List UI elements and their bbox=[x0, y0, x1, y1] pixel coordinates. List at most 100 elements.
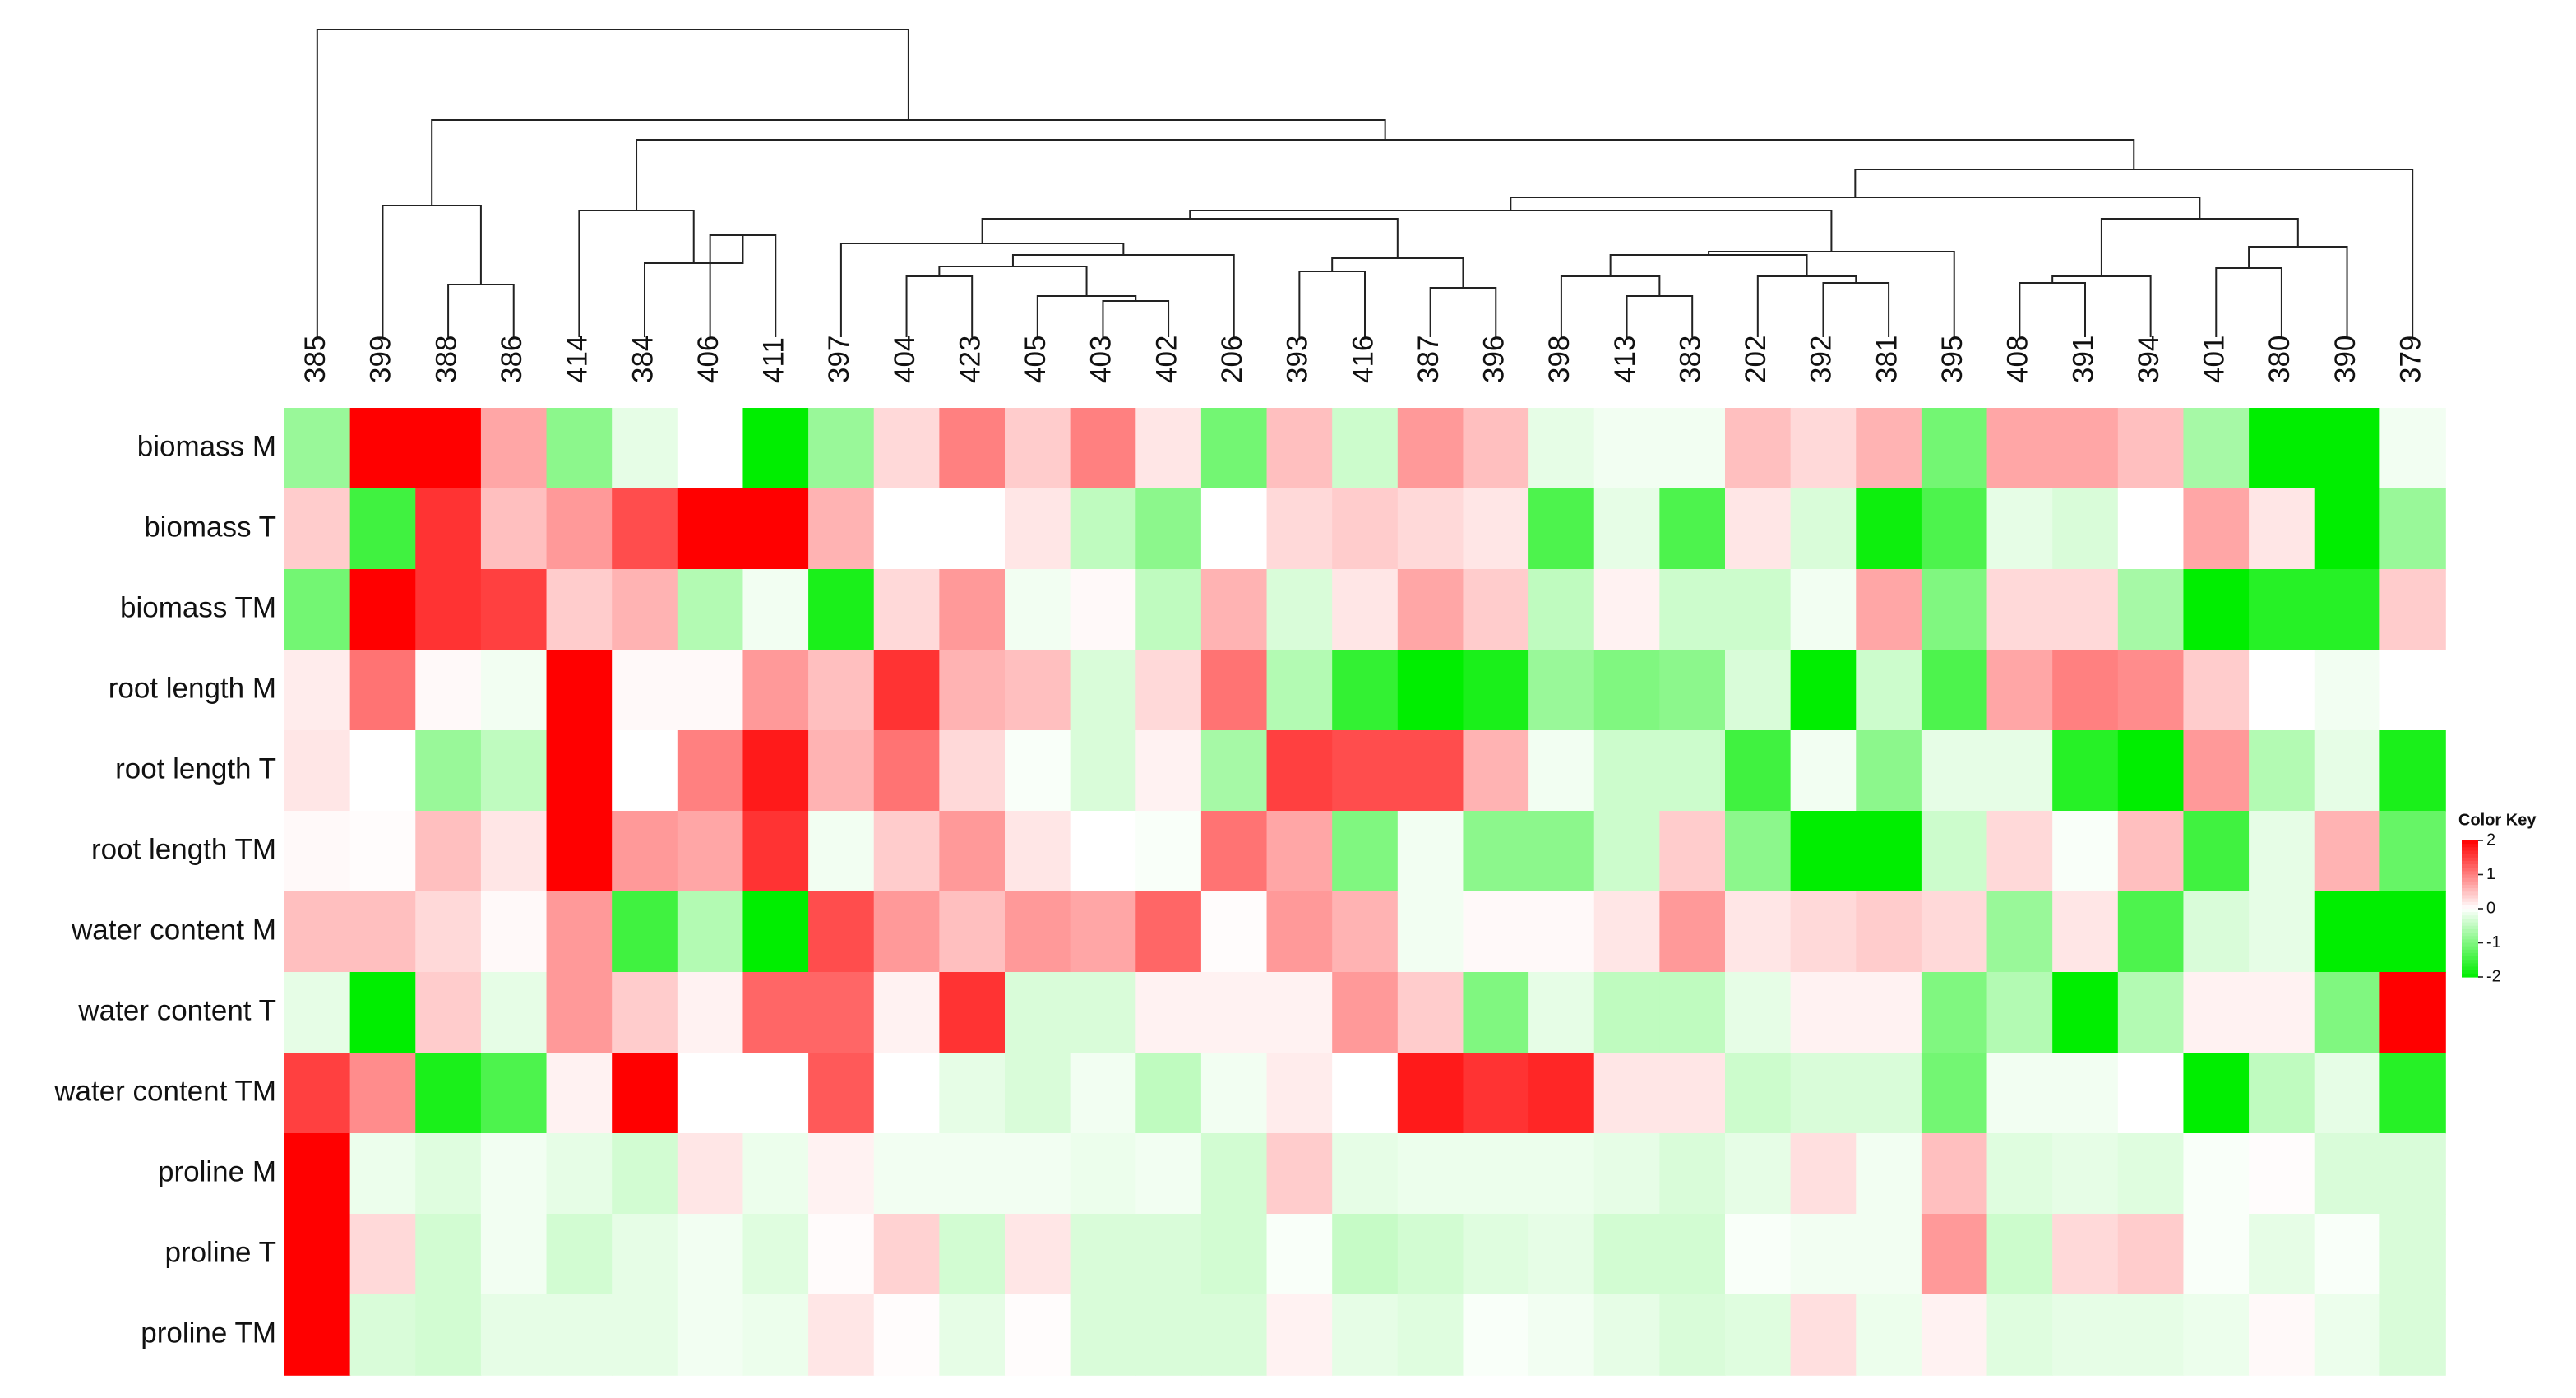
cell bbox=[1528, 408, 1595, 489]
cell bbox=[2052, 891, 2119, 973]
cell bbox=[1790, 811, 1857, 892]
cell bbox=[939, 1053, 1006, 1134]
cell bbox=[1135, 730, 1202, 812]
cell bbox=[2183, 1294, 2250, 1376]
cell bbox=[1921, 1294, 1988, 1376]
dendrogram-branch bbox=[1102, 300, 1170, 337]
labels: biomass M biomass T biomass TM root length … bbox=[53, 336, 2426, 1349]
cell bbox=[742, 1294, 809, 1376]
cell bbox=[415, 811, 482, 892]
cell bbox=[2249, 972, 2315, 1053]
color-key-swatch bbox=[2462, 936, 2478, 940]
dendrogram-branch bbox=[1708, 251, 1955, 337]
dendrogram-branch bbox=[1609, 254, 1808, 276]
cell bbox=[939, 811, 1006, 892]
dendrogram-branch bbox=[1036, 295, 1137, 337]
cell bbox=[1332, 730, 1399, 812]
cell bbox=[677, 811, 744, 892]
color-key-swatch bbox=[2462, 912, 2478, 916]
column-label: 380 bbox=[2264, 336, 2296, 383]
cell bbox=[612, 811, 678, 892]
cell bbox=[1986, 488, 2053, 570]
cell bbox=[808, 1214, 875, 1295]
cell bbox=[1070, 811, 1137, 892]
color-key-swatch bbox=[2462, 922, 2478, 927]
column-label: 423 bbox=[954, 336, 986, 383]
cell bbox=[2117, 1133, 2185, 1215]
cell bbox=[1856, 488, 1922, 570]
cell bbox=[1986, 730, 2053, 812]
cell bbox=[873, 1214, 941, 1295]
cell bbox=[1725, 1214, 1792, 1295]
cell bbox=[742, 488, 809, 570]
color-key-swatch bbox=[2462, 942, 2478, 947]
cell bbox=[1005, 1133, 1071, 1215]
dendrogram-branch bbox=[382, 205, 482, 337]
cell bbox=[1200, 408, 1268, 489]
cell bbox=[1200, 1133, 1268, 1215]
color-key-tick-label: -1 bbox=[2486, 933, 2501, 951]
cell bbox=[1725, 650, 1792, 731]
cell bbox=[873, 811, 941, 892]
dendrogram-branch bbox=[1756, 275, 1857, 337]
row-label: proline M bbox=[158, 1155, 276, 1187]
cell bbox=[1135, 1294, 1202, 1376]
cell bbox=[1725, 1294, 1792, 1376]
cell bbox=[1921, 811, 1988, 892]
cell bbox=[546, 972, 613, 1053]
cell bbox=[1332, 1214, 1399, 1295]
cell bbox=[808, 569, 875, 650]
cell bbox=[1593, 972, 1661, 1053]
cell bbox=[612, 1133, 678, 1215]
column-label: 406 bbox=[692, 336, 724, 383]
column-label: 383 bbox=[1674, 336, 1706, 383]
cell bbox=[939, 1133, 1006, 1215]
cell bbox=[1593, 1053, 1661, 1134]
cell bbox=[742, 972, 809, 1053]
cell bbox=[1332, 811, 1399, 892]
cell bbox=[546, 569, 613, 650]
cell bbox=[1397, 1133, 1464, 1215]
dendrogram-branch bbox=[1298, 271, 1366, 337]
cell bbox=[1921, 408, 1988, 489]
cell bbox=[2052, 972, 2119, 1053]
cell bbox=[1725, 891, 1792, 973]
cell bbox=[1005, 650, 1071, 731]
cell bbox=[546, 1294, 613, 1376]
cell bbox=[546, 811, 613, 892]
cell bbox=[1266, 1133, 1333, 1215]
color-key-swatch bbox=[2462, 933, 2478, 937]
cell bbox=[2379, 1294, 2446, 1376]
color-key: Color Key 2 1 0 -1 -2 bbox=[2458, 811, 2537, 985]
cell bbox=[1070, 1214, 1137, 1295]
cell bbox=[1070, 1053, 1137, 1134]
cell bbox=[1659, 1214, 1726, 1295]
cell bbox=[1463, 972, 1529, 1053]
cell bbox=[480, 1214, 548, 1295]
cell bbox=[1070, 1294, 1137, 1376]
cell bbox=[873, 1133, 941, 1215]
cell bbox=[2249, 811, 2315, 892]
cell bbox=[873, 569, 941, 650]
cell bbox=[1135, 1133, 1202, 1215]
column-label: 402 bbox=[1150, 336, 1182, 383]
dendrogram-branch bbox=[1189, 210, 1833, 252]
cell bbox=[1397, 569, 1464, 650]
cell bbox=[284, 1294, 351, 1376]
cell bbox=[1266, 1294, 1333, 1376]
cell bbox=[415, 650, 482, 731]
color-key-swatch bbox=[2462, 864, 2478, 868]
cell bbox=[939, 1214, 1006, 1295]
cell bbox=[1266, 972, 1333, 1053]
cell bbox=[1593, 569, 1661, 650]
cell bbox=[1659, 408, 1726, 489]
cell bbox=[349, 730, 417, 812]
cell bbox=[1332, 408, 1399, 489]
cell bbox=[2314, 811, 2381, 892]
cell bbox=[1856, 811, 1922, 892]
column-label: 401 bbox=[2199, 336, 2231, 383]
cell bbox=[546, 1133, 613, 1215]
cell bbox=[1593, 488, 1661, 570]
cell bbox=[677, 650, 744, 731]
cell bbox=[1005, 730, 1071, 812]
